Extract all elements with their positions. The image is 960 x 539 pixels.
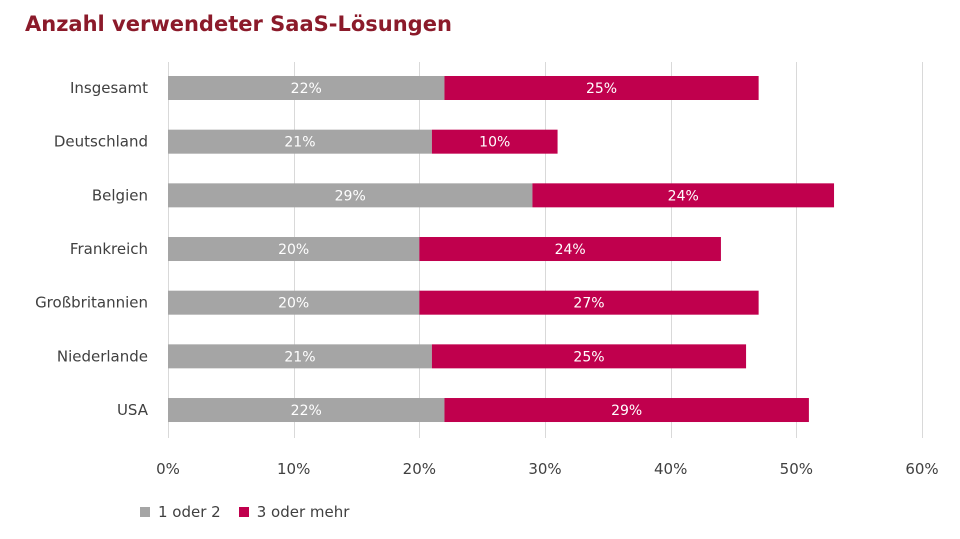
legend-swatch-series-1: [140, 507, 150, 517]
legend-item-series-2: 3 oder mehr: [238, 503, 350, 521]
bar-segment: [444, 398, 809, 423]
data-label: 10%: [479, 135, 510, 151]
data-label: 22%: [291, 403, 322, 419]
x-tick-label: 30%: [528, 460, 561, 478]
bar-segment: [444, 76, 759, 100]
bar-segment: [168, 129, 432, 154]
chart-title: Anzahl verwendeter SaaS-Lösungen: [25, 12, 452, 36]
data-label: 20%: [278, 242, 309, 258]
category-label: Großbritannien: [35, 294, 148, 312]
legend-label-series-1: 1 oder 2: [158, 503, 221, 521]
data-label: 21%: [284, 135, 315, 151]
bar-segment: [168, 76, 445, 100]
category-label: Niederlande: [57, 347, 148, 365]
data-label: 22%: [291, 81, 322, 97]
data-label: 29%: [611, 403, 642, 419]
category-label: Deutschland: [54, 133, 148, 151]
bar-segment: [168, 344, 432, 369]
data-label: 21%: [284, 349, 315, 365]
category-label: Insgesamt: [70, 79, 148, 97]
bar-segment: [168, 237, 420, 262]
category-labels: Insgesamt Deutschland Belgien Frankreich Gro…: [35, 79, 149, 419]
bar-segment: [419, 290, 759, 315]
bar-segment: [168, 183, 533, 208]
category-label: Frankreich: [70, 240, 148, 258]
x-tick-label: 0%: [156, 460, 180, 478]
category-label: USA: [117, 401, 149, 419]
x-tick-label: 40%: [654, 460, 687, 478]
bar-segment: [419, 237, 721, 262]
data-label: 27%: [573, 296, 604, 312]
x-tick-label: 50%: [780, 460, 813, 478]
bar-segment: [168, 290, 420, 315]
bar-segment: [532, 183, 835, 208]
x-tick-label: 10%: [277, 460, 310, 478]
x-tick-label: 60%: [905, 460, 938, 478]
legend-item-series-1: 1 oder 2: [140, 503, 221, 521]
bar-segment: [431, 344, 747, 369]
data-label: 24%: [668, 188, 699, 204]
data-label: 29%: [335, 188, 366, 204]
data-label: 24%: [555, 242, 586, 258]
bars: 22% 25% 21% 10% 29% 24% 20% 24% 20% 27% 21% 25% 22% 2…: [168, 76, 835, 423]
data-label: 25%: [586, 81, 617, 97]
legend-label-series-2: 3 oder mehr: [256, 503, 350, 521]
data-label: 20%: [278, 296, 309, 312]
legend: 1 oder 2 3 oder mehr: [140, 503, 367, 521]
category-label: Belgien: [92, 186, 148, 204]
legend-swatch-series-2: [238, 507, 249, 517]
x-axis-tick-labels: 0% 10% 20% 30% 40% 50% 60%: [156, 460, 939, 478]
bar-segment: [431, 129, 558, 154]
bar-segment: [168, 398, 445, 423]
data-label: 25%: [573, 349, 604, 365]
x-tick-label: 20%: [403, 460, 436, 478]
